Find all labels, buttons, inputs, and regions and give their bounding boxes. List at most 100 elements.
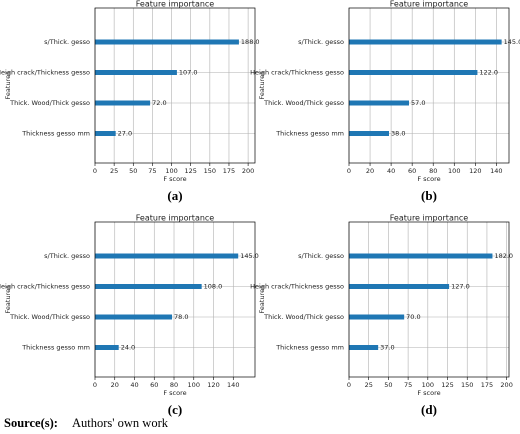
- x-tick-label: 100: [422, 381, 434, 389]
- x-axis-label: F score: [163, 175, 186, 183]
- bar: [349, 314, 405, 320]
- bar: [95, 345, 119, 350]
- y-axis-label: Features: [4, 71, 12, 100]
- y-tick-label: Thick. Wood/Thick gesso: [263, 99, 344, 107]
- x-tick-label: 25: [365, 381, 373, 389]
- y-tick-label: s/Thick. gesso: [298, 38, 344, 46]
- bar: [95, 314, 173, 320]
- bar: [349, 39, 502, 45]
- x-tick-label: 60: [408, 167, 416, 175]
- source-text: Authors' own work: [72, 416, 169, 430]
- x-tick-label: 175: [223, 167, 235, 175]
- value-label: 78.0: [174, 313, 188, 321]
- y-tick-label: s/Thick. gesso: [44, 252, 90, 260]
- x-tick-label: 100: [165, 167, 177, 175]
- x-tick-label: 20: [366, 167, 374, 175]
- bar: [95, 253, 239, 259]
- panel-caption: (b): [421, 188, 437, 203]
- plot-frame: [94, 7, 256, 164]
- value-label: 70.0: [406, 313, 420, 321]
- bar: [349, 131, 389, 136]
- y-axis-label: Features: [4, 285, 12, 314]
- y-tick-label: Thick. Wood/Thick gesso: [9, 313, 90, 321]
- chart-title: Feature importance: [390, 214, 469, 223]
- x-tick-label: 0: [347, 381, 351, 389]
- x-tick-label: 200: [500, 381, 512, 389]
- x-tick-label: 40: [130, 381, 138, 389]
- plot-frame: [348, 221, 510, 378]
- y-tick-label: Thickness gesso mm: [275, 130, 344, 138]
- x-tick-label: 20: [111, 381, 119, 389]
- x-tick-label: 100: [188, 381, 200, 389]
- x-tick-label: 140: [227, 381, 239, 389]
- y-tick-label: Heigh crack/Thickness gesso: [0, 69, 90, 77]
- x-tick-label: 75: [404, 381, 412, 389]
- x-axis-label: F score: [417, 389, 440, 397]
- value-label: 107.0: [179, 69, 198, 77]
- x-tick-label: 25: [110, 167, 118, 175]
- x-tick-label: 125: [184, 167, 196, 175]
- value-label: 57.0: [411, 99, 425, 107]
- bar: [349, 345, 379, 350]
- x-tick-label: 0: [93, 381, 97, 389]
- bar: [349, 284, 450, 289]
- chart-title: Feature importance: [390, 0, 469, 9]
- y-tick-label: s/Thick. gesso: [44, 38, 90, 46]
- plot-frame: [94, 221, 256, 378]
- x-tick-label: 175: [481, 381, 493, 389]
- chart-title: Feature importance: [136, 0, 215, 9]
- y-tick-label: Thick. Wood/Thick gesso: [9, 99, 90, 107]
- panel-caption: (d): [421, 402, 437, 417]
- value-label: 145.0: [504, 38, 520, 46]
- value-label: 72.0: [152, 99, 166, 107]
- y-tick-label: Thick. Wood/Thick gesso: [263, 313, 344, 321]
- bar: [95, 70, 177, 75]
- bar: [95, 100, 151, 106]
- panel-caption: (a): [167, 188, 182, 203]
- x-tick-label: 120: [469, 167, 481, 175]
- x-tick-label: 75: [148, 167, 156, 175]
- value-label: 182.0: [494, 252, 513, 260]
- y-tick-label: Thickness gesso mm: [21, 344, 90, 352]
- value-label: 188.0: [241, 38, 260, 46]
- x-tick-label: 80: [429, 167, 437, 175]
- bar: [349, 100, 409, 106]
- bar: [349, 253, 493, 259]
- y-tick-label: Thickness gesso mm: [21, 130, 90, 138]
- chart-title: Feature importance: [136, 214, 215, 223]
- value-label: 122.0: [479, 69, 498, 77]
- x-tick-label: 100: [448, 167, 460, 175]
- x-tick-label: 40: [387, 167, 395, 175]
- value-label: 24.0: [121, 344, 135, 352]
- bar: [95, 284, 202, 289]
- x-axis-label: F score: [163, 389, 186, 397]
- x-tick-label: 120: [207, 381, 219, 389]
- y-tick-label: s/Thick. gesso: [298, 252, 344, 260]
- x-tick-label: 60: [150, 381, 158, 389]
- source-label: Source(s):: [4, 416, 58, 430]
- panel-caption: (c): [168, 402, 182, 417]
- value-label: 108.0: [204, 283, 223, 291]
- x-tick-label: 80: [170, 381, 178, 389]
- bar: [349, 70, 478, 75]
- x-tick-label: 50: [129, 167, 137, 175]
- value-label: 27.0: [118, 130, 132, 138]
- x-axis-label: F score: [417, 175, 440, 183]
- x-tick-label: 150: [461, 381, 473, 389]
- x-tick-label: 0: [347, 167, 351, 175]
- bar: [95, 39, 239, 45]
- x-tick-label: 150: [204, 167, 216, 175]
- x-tick-label: 200: [242, 167, 254, 175]
- plot-frame: [348, 7, 510, 164]
- value-label: 127.0: [451, 283, 470, 291]
- x-tick-label: 50: [384, 381, 392, 389]
- y-tick-label: Heigh crack/Thickness gesso: [250, 283, 344, 291]
- x-tick-label: 140: [490, 167, 502, 175]
- y-axis-label: Features: [258, 71, 266, 100]
- x-tick-label: 0: [93, 167, 97, 175]
- y-tick-label: Heigh crack/Thickness gesso: [0, 283, 90, 291]
- value-label: 145.0: [240, 252, 259, 260]
- x-tick-label: 125: [441, 381, 453, 389]
